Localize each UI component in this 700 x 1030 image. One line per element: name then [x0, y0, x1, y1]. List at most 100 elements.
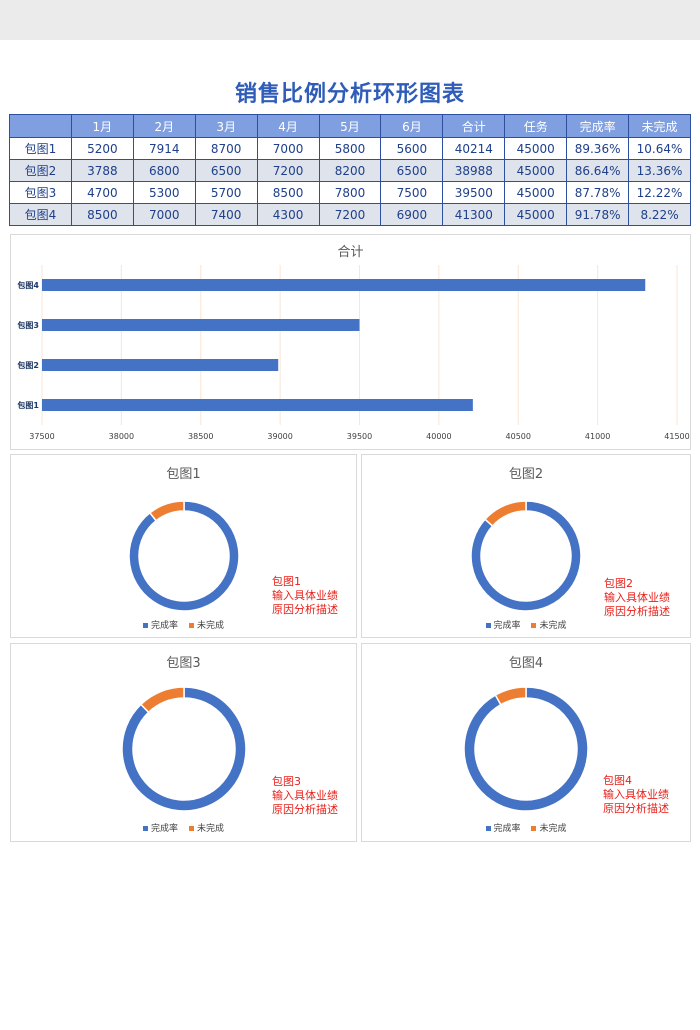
legend-label: 完成率: [151, 621, 179, 631]
table-cell: 45000: [504, 203, 568, 226]
legend-swatch-incomplete: [188, 622, 194, 628]
header-cell: [9, 114, 72, 138]
bar-4: [42, 279, 646, 291]
legend-label: 未完成: [196, 621, 224, 631]
bar-chart-svg: 37500 38000 38500 39000 39500 40000 40500 41000…: [16, 265, 690, 441]
legend-swatch-incomplete: [531, 622, 537, 628]
donut-legend: 完成率 未完成: [362, 618, 690, 631]
bar-1: [42, 399, 473, 411]
top-bar: [0, 0, 700, 40]
header-cell: 合计: [442, 114, 506, 138]
table-cell: 91.78%: [566, 203, 630, 226]
legend-item-incomplete: 未完成: [531, 621, 566, 631]
table-cell: 45000: [504, 159, 568, 182]
donut-legend: 完成率 未完成: [362, 821, 690, 834]
donut-panel-2: 包图2 包图2 输入具体业绩 原因分析描述 完成率 未完成: [361, 454, 691, 638]
y-category-label: 包图1: [16, 400, 39, 410]
donut-slice-complete: [121, 686, 247, 812]
table-cell: 6900: [380, 203, 444, 226]
table-row: 包图1 5200 7914 8700 7000 5800 5600 40214 45000 89.…: [9, 137, 691, 160]
legend-label: 完成率: [493, 824, 521, 834]
legend-item-complete: 完成率: [485, 621, 521, 631]
table-cell: 8500: [256, 181, 320, 204]
x-tick-label: 41000: [585, 432, 610, 441]
y-category-label: 包图2: [16, 360, 39, 370]
donut-slice-incomplete: [494, 686, 527, 706]
donut-title: 包图2: [508, 467, 544, 482]
donut-panel-1: 包图1 包图1 输入具体业绩 原因分析描述 完成率 未完成: [10, 454, 357, 638]
donut-chart-svg: [121, 686, 247, 812]
table-cell: 5700: [194, 181, 258, 204]
legend-item-incomplete: 未完成: [531, 824, 566, 834]
table-cell: 89.36%: [566, 137, 630, 160]
header-cell: 6月: [380, 114, 444, 138]
row-label-cell: 包图4: [9, 203, 72, 226]
x-tick-label: 38500: [188, 432, 213, 441]
legend-swatch-complete: [143, 825, 149, 831]
table-cell: 40214: [442, 137, 506, 160]
y-category-label: 包图3: [16, 320, 39, 330]
donut-chart-svg: [470, 500, 582, 612]
table-cell: 7200: [256, 159, 320, 182]
table-cell: 7000: [256, 137, 320, 160]
header-cell: 1月: [70, 114, 134, 138]
legend-label: 未完成: [539, 824, 567, 834]
table-cell: 8500: [70, 203, 134, 226]
row-label-cell: 包图1: [9, 137, 72, 160]
legend-item-complete: 完成率: [485, 824, 521, 834]
x-tick-label: 37500: [29, 432, 54, 441]
header-cell: 4月: [256, 114, 320, 138]
x-tick-label: 39500: [347, 432, 372, 441]
header-cell: 任务: [504, 114, 568, 138]
header-cell: 2月: [132, 114, 196, 138]
table-cell: 8200: [318, 159, 382, 182]
header-cell: 未完成: [628, 114, 691, 138]
legend-item-incomplete: 未完成: [188, 824, 224, 834]
legend-swatch-incomplete: [188, 825, 194, 831]
table-cell: 38988: [442, 159, 506, 182]
legend-swatch-complete: [485, 622, 491, 628]
table-cell: 5200: [70, 137, 134, 160]
donut-title: 包图1: [166, 467, 201, 482]
bar-chart-title: 合计: [337, 245, 364, 260]
legend-item-complete: 完成率: [143, 621, 178, 631]
table-cell: 6500: [194, 159, 258, 182]
donut-chart-svg: [128, 500, 240, 612]
x-tick-label: 41500: [664, 432, 689, 441]
donut-slice-complete: [463, 686, 589, 812]
donut-note: 包图3 输入具体业绩 原因分析描述: [272, 775, 338, 816]
legend-item-incomplete: 未完成: [188, 621, 224, 631]
table-cell: 4700: [70, 181, 134, 204]
donut-panel-4: 包图4 包图4 输入具体业绩 原因分析描述 完成率 未完成: [361, 643, 691, 842]
row-label-cell: 包图3: [9, 181, 72, 204]
table-cell: 5300: [132, 181, 196, 204]
y-category-label: 包图4: [16, 280, 39, 290]
donut-note: 包图1 输入具体业绩 原因分析描述: [272, 575, 338, 616]
x-tick-label: 40000: [426, 432, 451, 441]
table-cell: 86.64%: [566, 159, 630, 182]
legend-label: 完成率: [493, 621, 521, 631]
bar-2: [42, 359, 279, 371]
row-label-cell: 包图2: [9, 159, 72, 182]
sales-table: 1月 2月 3月 4月 5月 6月 合计 任务 完成率 未完成 包图1 5200 7…: [9, 114, 691, 226]
table-cell: 39500: [442, 181, 506, 204]
table-cell: 10.64%: [628, 137, 691, 160]
table-cell: 5800: [318, 137, 382, 160]
table-row: 包图2 3788 6800 6500 7200 8200 6500 38988 45000 86.…: [9, 159, 691, 182]
donut-panel-3: 包图3 包图3 输入具体业绩 原因分析描述 完成率 未完成: [10, 643, 357, 842]
table-cell: 5600: [380, 137, 444, 160]
page-title: 销售比例分析环形图表: [234, 82, 465, 107]
table-cell: 45000: [504, 137, 568, 160]
x-tick-label: 39000: [267, 432, 292, 441]
table-cell: 7400: [194, 203, 258, 226]
table-row: 包图3 4700 5300 5700 8500 7800 7500 39500 45000 87.…: [9, 181, 691, 204]
table-cell: 8700: [194, 137, 258, 160]
table-cell: 7914: [132, 137, 196, 160]
table-cell: 4300: [256, 203, 320, 226]
x-tick-label: 40500: [506, 432, 531, 441]
total-bar-chart: 合计 37500 38000 38500 39000 39500 40000 40500 41…: [10, 234, 691, 450]
donut-note: 包图4 输入具体业绩 原因分析描述: [603, 774, 669, 815]
donut-slice-incomplete: [148, 500, 185, 522]
donut-legend: 完成率 未完成: [11, 821, 356, 834]
donut-slice-complete: [128, 500, 240, 612]
